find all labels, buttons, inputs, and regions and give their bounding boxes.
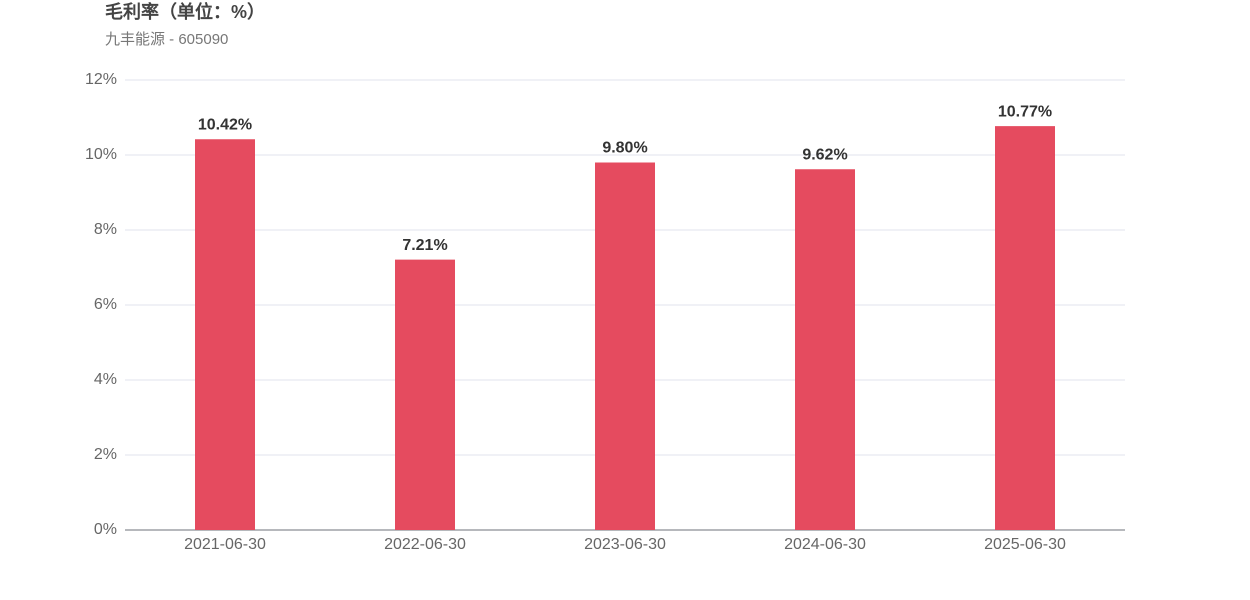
y-tick-label: 0% <box>94 521 117 538</box>
y-tick-label: 2% <box>94 446 117 463</box>
y-tick-label: 12% <box>85 71 117 88</box>
chart-title: 毛利率（单位：%） <box>105 1 265 22</box>
bar <box>195 139 255 530</box>
bar <box>995 126 1055 530</box>
y-tick-label: 10% <box>85 146 117 163</box>
x-tick-label: 2024-06-30 <box>784 536 866 553</box>
value-label: 10.77% <box>998 103 1052 120</box>
value-label: 9.80% <box>602 140 647 157</box>
y-tick-label: 4% <box>94 371 117 388</box>
bar <box>395 259 455 530</box>
bar <box>595 162 655 530</box>
chart-subtitle: 九丰能源 - 605090 <box>105 31 228 48</box>
x-tick-label: 2022-06-30 <box>384 536 466 553</box>
bar <box>795 169 855 530</box>
x-tick-label: 2023-06-30 <box>584 536 666 553</box>
y-tick-label: 8% <box>94 221 117 238</box>
value-label: 10.42% <box>198 116 252 133</box>
value-label: 9.62% <box>802 146 847 163</box>
value-label: 7.21% <box>402 237 447 254</box>
x-tick-label: 2025-06-30 <box>984 536 1066 553</box>
x-tick-label: 2021-06-30 <box>184 536 266 553</box>
y-tick-label: 6% <box>94 296 117 313</box>
